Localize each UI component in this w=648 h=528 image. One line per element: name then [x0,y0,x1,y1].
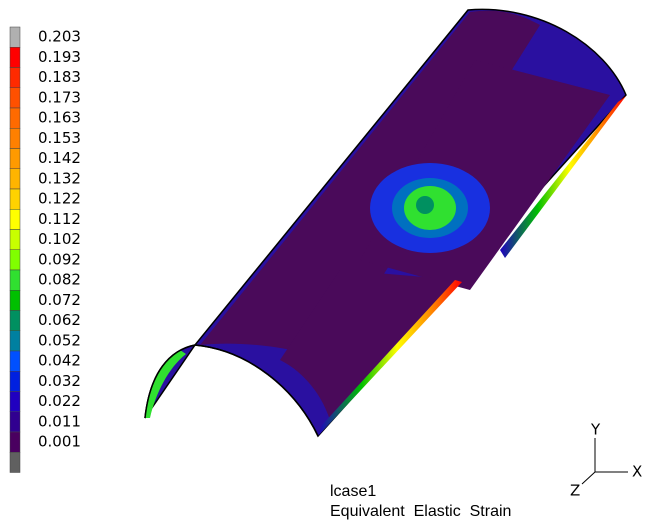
legend-swatch [10,27,20,47]
legend-swatch [10,452,20,472]
legend-swatch [10,371,20,391]
legend-swatch [10,230,20,250]
legend-swatch [10,189,20,209]
legend-swatch [10,392,20,412]
legend-label: 0.183 [38,68,81,86]
case-label: lcase1 [330,483,376,500]
legend-swatch [10,128,20,148]
legend-label: 0.072 [38,291,81,309]
axis-z-label: Z [570,482,580,500]
legend-label: 0.193 [38,48,81,66]
legend-label: 0.142 [38,149,81,167]
legend-swatch [10,88,20,108]
legend-label: 0.203 [38,28,81,46]
legend-swatch [10,432,20,452]
axis-x-label: X [632,463,642,481]
viewport: 0.203 0.193 0.183 0.173 0.163 0.153 0.142 0.132… [0,0,648,524]
legend-label: 0.163 [38,109,81,127]
model [145,9,626,436]
legend: 0.203 0.193 0.183 0.173 0.163 0.153 0.142 0.132… [10,27,81,473]
triad: Y X Z [570,421,642,500]
legend-label: 0.011 [38,412,81,430]
legend-swatch [10,149,20,169]
legend-label: 0.032 [38,372,81,390]
legend-swatch [10,169,20,189]
legend-label: 0.102 [38,230,81,248]
legend-swatch [10,108,20,128]
legend-label: 0.173 [38,88,81,106]
legend-label: 0.112 [38,210,81,228]
axis-y-label: Y [590,421,601,439]
legend-label: 0.132 [38,169,81,187]
legend-swatch [10,68,20,88]
legend-label: 0.062 [38,311,81,329]
legend-swatch [10,412,20,432]
legend-label: 0.052 [38,331,81,349]
result-label: Equivalent Elastic Strain [330,503,511,520]
legend-label: 0.153 [38,129,81,147]
legend-swatch [10,311,20,331]
legend-swatch [10,47,20,67]
legend-label: 0.122 [38,190,81,208]
legend-label: 0.022 [38,392,81,410]
legend-swatch [10,351,20,371]
legend-label: 0.042 [38,352,81,370]
legend-swatch [10,270,20,290]
legend-label: 0.092 [38,250,81,268]
legend-swatch [10,209,20,229]
legend-swatch [10,250,20,270]
legend-swatch [10,290,20,310]
legend-label: 0.082 [38,271,81,289]
legend-swatch [10,331,20,351]
legend-label: 0.001 [38,433,81,451]
